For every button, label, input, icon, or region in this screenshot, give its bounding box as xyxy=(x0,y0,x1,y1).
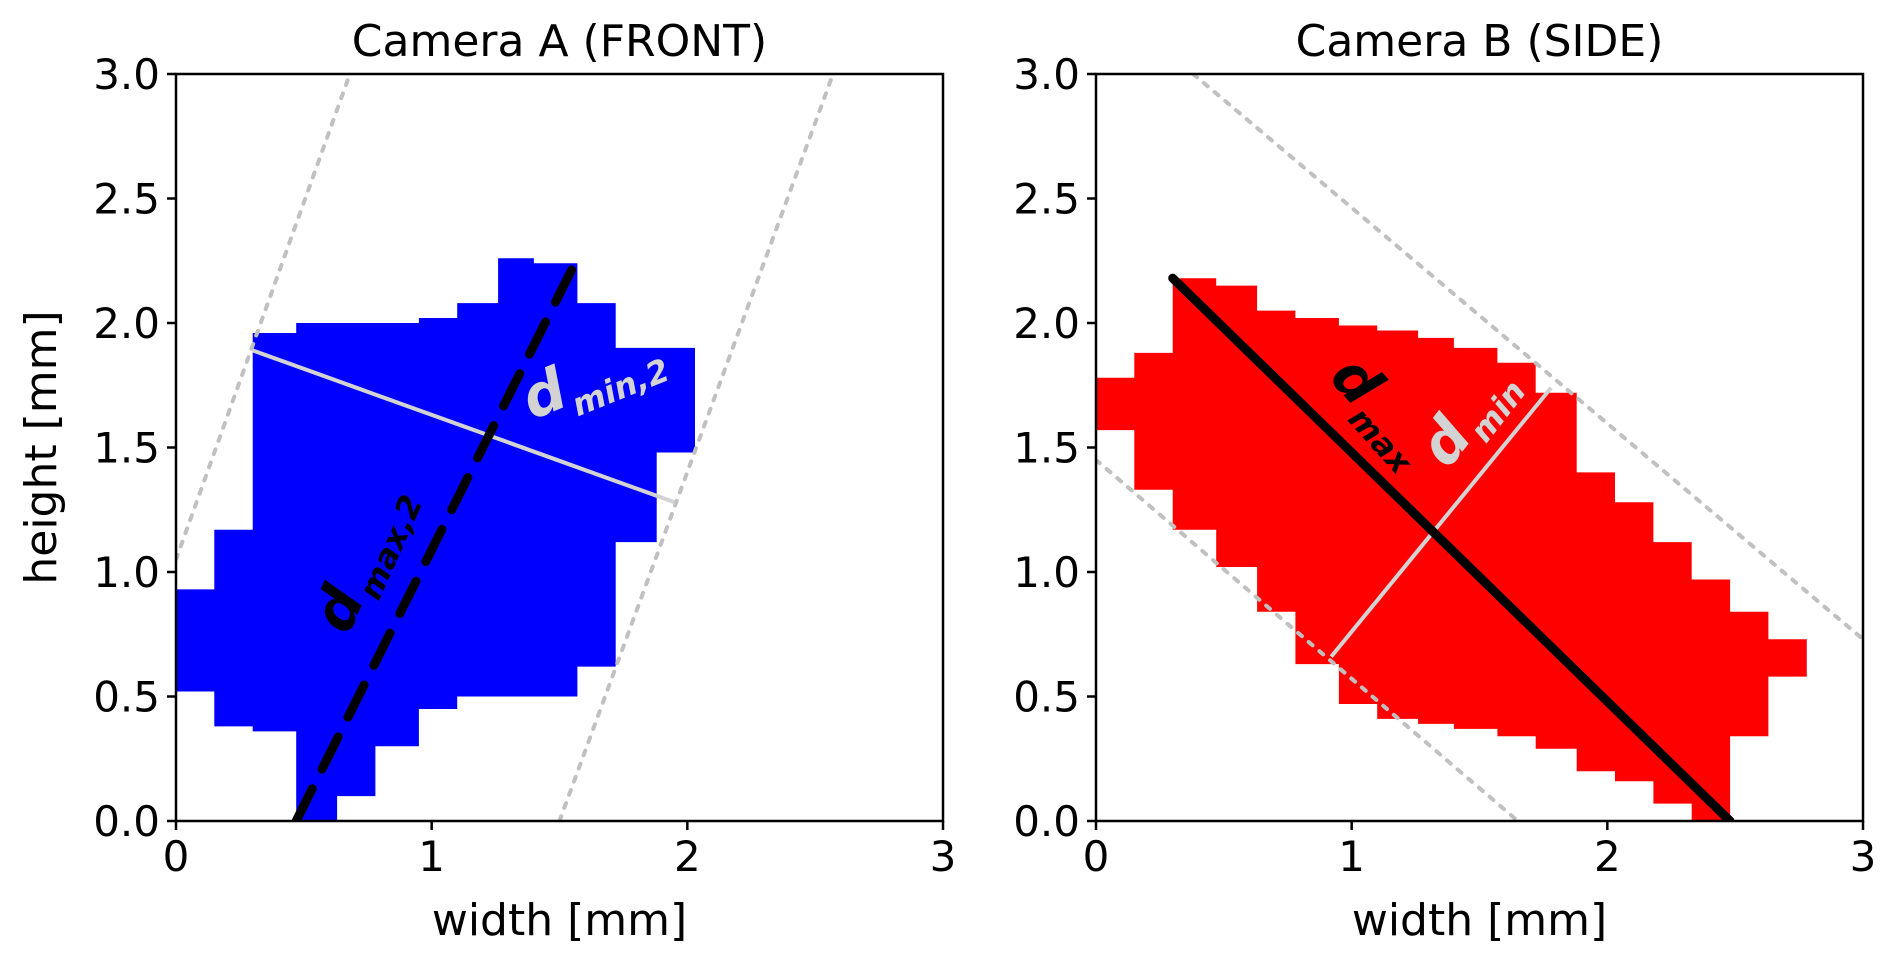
chart-title: Camera B (SIDE) xyxy=(1296,16,1664,67)
x-tick-label: 0 xyxy=(163,832,190,881)
x-tick-label: 2 xyxy=(674,832,701,881)
panel-camera-a: Camera A (FRONT) width [mm] height [mm] … xyxy=(16,16,956,946)
chart-title: Camera A (FRONT) xyxy=(352,16,767,67)
d-max-line xyxy=(291,253,582,821)
y-tick-label: 3.0 xyxy=(1013,50,1080,99)
x-tick-label: 1 xyxy=(418,832,445,881)
y-tick-label: 0.5 xyxy=(1013,673,1080,722)
y-tick-label: 1.0 xyxy=(93,548,160,597)
d-min-line xyxy=(1329,386,1553,658)
x-tick-label: 2 xyxy=(1594,832,1621,881)
y-tick-label: 0.0 xyxy=(1013,797,1080,846)
x-axis-label: width [mm] xyxy=(432,895,687,946)
y-tick-label: 2.0 xyxy=(1013,299,1080,348)
y-tick-label: 0.0 xyxy=(93,797,160,846)
d-min-line xyxy=(252,348,676,505)
bounding-line xyxy=(557,74,836,821)
bounding-line xyxy=(1191,74,1863,642)
panel-camera-b: Camera B (SIDE) width [mm] 0 1 2 3 0.0 0.5 1.0… xyxy=(1013,16,1876,946)
x-tick-label: 3 xyxy=(1850,832,1877,881)
x-tick-label: 1 xyxy=(1338,832,1365,881)
bounding-line xyxy=(1096,457,1520,821)
y-axis-label: height [mm] xyxy=(16,310,67,584)
x-axis-label: width [mm] xyxy=(1352,895,1607,946)
bounding-line xyxy=(176,74,352,562)
y-tick-label: 2.5 xyxy=(93,175,160,224)
x-tick-label: 3 xyxy=(930,832,957,881)
y-tick-label: 2.5 xyxy=(1013,175,1080,224)
d-max-line xyxy=(1168,273,1735,821)
y-tick-label: 1.5 xyxy=(93,424,160,473)
y-tick-label: 3.0 xyxy=(93,50,160,99)
y-tick-label: 1.0 xyxy=(1013,548,1080,597)
y-tick-label: 0.5 xyxy=(93,673,160,722)
y-tick-label: 1.5 xyxy=(1013,424,1080,473)
y-tick-label: 2.0 xyxy=(93,299,160,348)
x-tick-label: 0 xyxy=(1083,832,1110,881)
